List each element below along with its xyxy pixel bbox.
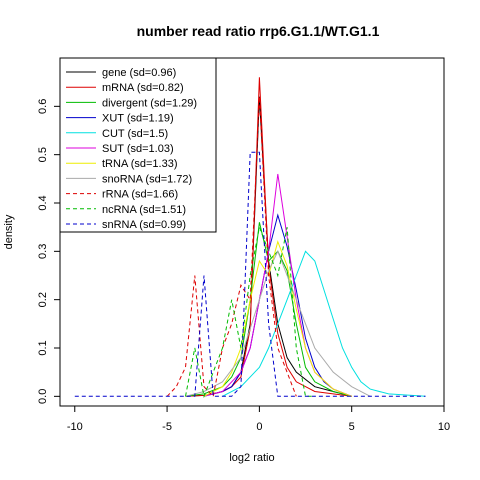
y-tick-label-2: 0.2 xyxy=(37,292,49,307)
legend-label-8: rRNA (sd=1.66) xyxy=(102,189,178,201)
series-line-4 xyxy=(222,250,426,397)
series-line-5 xyxy=(203,173,352,397)
series-layer xyxy=(74,77,426,399)
y-axis: 0.0 0.1 0.2 0.3 0.4 0.5 0.6 xyxy=(37,99,60,404)
series-line-10 xyxy=(74,151,426,397)
legend-label-10: snRNA (sd=0.99) xyxy=(102,219,186,231)
legend-label-6: tRNA (sd=1.33) xyxy=(102,158,178,170)
series-line-7 xyxy=(185,250,371,397)
legend-label-7: snoRNA (sd=1.72) xyxy=(102,173,192,185)
x-tick-label-3: 5 xyxy=(349,421,355,433)
x-tick-label-0: -10 xyxy=(67,421,83,433)
x-tick-label-1: -5 xyxy=(162,421,172,433)
y-tick-label-1: 0.1 xyxy=(37,340,49,355)
x-axis-label: log2 ratio xyxy=(229,452,274,464)
legend-label-3: XUT (sd=1.19) xyxy=(102,113,174,125)
x-tick-label-2: 0 xyxy=(256,421,262,433)
series-line-2 xyxy=(185,222,352,397)
x-axis: -10 -5 0 5 10 xyxy=(67,406,450,433)
legend-label-9: ncRNA (sd=1.51) xyxy=(102,204,186,216)
y-axis-label: density xyxy=(3,214,15,249)
series-line-6 xyxy=(203,240,352,397)
chart-title: number read ratio rrp6.G1.1/WT.G1.1 xyxy=(137,23,380,39)
y-tick-label-6: 0.6 xyxy=(37,99,49,114)
legend: gene (sd=0.96) mRNA (sd=0.82) divergent (s… xyxy=(59,57,217,233)
legend-label-1: mRNA (sd=0.82) xyxy=(102,82,184,94)
y-tick-label-5: 0.5 xyxy=(37,147,49,162)
legend-label-4: CUT (sd=1.5) xyxy=(102,128,168,140)
series-line-8 xyxy=(166,96,297,398)
y-tick-label-3: 0.3 xyxy=(37,244,49,259)
y-tick-label-4: 0.4 xyxy=(37,195,49,210)
series-line-3 xyxy=(203,213,352,397)
legend-label-5: SUT (sd=1.03) xyxy=(102,143,174,155)
legend-label-0: gene (sd=0.96) xyxy=(102,67,176,79)
legend-label-2: divergent (sd=1.29) xyxy=(102,97,197,109)
x-tick-label-4: 10 xyxy=(438,421,450,433)
series-line-9 xyxy=(185,225,315,399)
y-tick-label-0: 0.0 xyxy=(37,389,49,404)
